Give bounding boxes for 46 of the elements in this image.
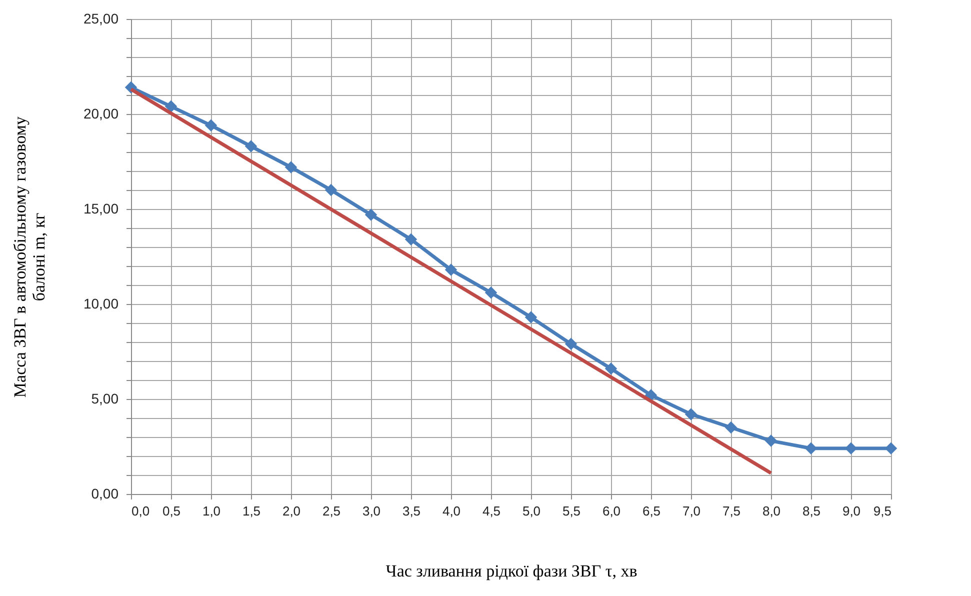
point — [164, 100, 178, 113]
x-tick-label: 7,5 — [722, 504, 741, 518]
point — [204, 119, 218, 132]
x-tick-label: 8,5 — [802, 504, 821, 518]
y-tick-label: 10,00 — [83, 296, 119, 312]
point — [564, 338, 578, 350]
point — [524, 311, 538, 324]
point — [284, 161, 298, 174]
x-tick-label: 3,0 — [362, 504, 381, 518]
x-axis-title: Час зливання рідкої фази ЗВГ τ, хв — [386, 562, 638, 580]
point — [884, 442, 898, 455]
x-tick-label: 2,0 — [282, 504, 301, 518]
y-axis-title: Масса ЗВГ в автомобільному газовому балоні m, кг — [10, 116, 48, 398]
x-tick-label: 5,5 — [562, 504, 581, 518]
point — [324, 184, 338, 196]
x-tick-label: 9,5 — [873, 504, 892, 518]
x-tick-label: 2,5 — [322, 504, 341, 518]
x-tick-label: 1,5 — [242, 504, 261, 518]
point — [724, 421, 738, 434]
x-tick-label: 8,0 — [762, 504, 781, 518]
point — [244, 140, 258, 152]
point — [764, 434, 778, 447]
x-tick-label: 4,5 — [482, 504, 501, 518]
point — [844, 442, 858, 455]
x-tick-label: 6,5 — [642, 504, 661, 518]
x-tick-label: 1,0 — [202, 504, 221, 518]
point — [604, 362, 618, 375]
x-tick-label: 4,0 — [442, 504, 461, 518]
y-tick-label: 0,00 — [91, 486, 119, 502]
point — [364, 208, 378, 221]
y-tick-label: 5,00 — [91, 390, 119, 406]
y-tick-label: 20,00 — [83, 106, 119, 122]
point — [444, 264, 458, 276]
point — [684, 408, 698, 420]
x-tick-label: 0,0 — [132, 504, 150, 518]
y-tick-label: 25,00 — [83, 10, 119, 26]
point — [484, 286, 498, 299]
x-tick-label: 5,0 — [522, 504, 541, 518]
x-tick-label: 0,5 — [162, 504, 181, 518]
point — [804, 442, 818, 455]
x-tick-label: 9,0 — [842, 504, 861, 518]
x-tick-label: 3,5 — [402, 504, 421, 518]
point — [404, 233, 418, 246]
y-tick-label: 15,00 — [83, 200, 119, 216]
x-tick-label: 6,0 — [602, 504, 621, 518]
x-tick-label: 7,0 — [682, 504, 701, 518]
